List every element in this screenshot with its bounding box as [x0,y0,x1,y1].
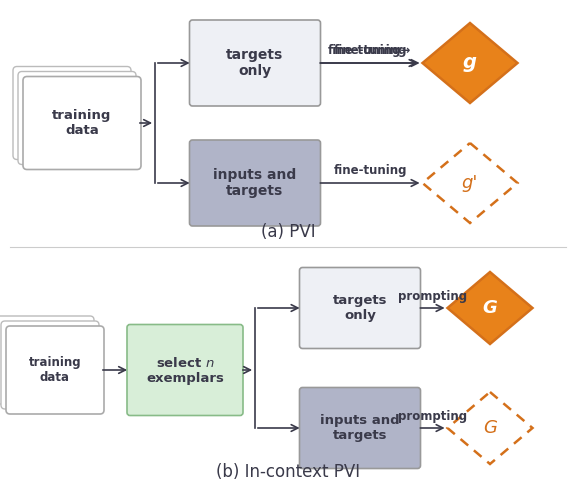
Text: training
data: training data [29,356,81,384]
FancyBboxPatch shape [0,316,94,404]
FancyBboxPatch shape [190,140,320,226]
Text: training
data: training data [52,109,112,137]
Polygon shape [423,143,517,223]
Text: prompting: prompting [398,410,467,423]
Text: fine-tuning: fine-tuning [334,164,407,177]
Text: inputs and
targets: inputs and targets [320,414,400,442]
Text: fine-tuning: fine-tuning [334,44,407,57]
Polygon shape [448,392,532,464]
Text: G: G [483,299,497,317]
Text: prompting: prompting [398,290,467,303]
FancyBboxPatch shape [1,321,99,409]
Text: (a) PVI: (a) PVI [261,223,315,241]
Text: targets
only: targets only [333,294,387,322]
Text: g': g' [462,174,478,192]
FancyBboxPatch shape [190,20,320,106]
FancyBboxPatch shape [300,267,420,348]
Polygon shape [448,272,532,344]
Text: fine-tuning→: fine-tuning→ [327,44,411,57]
Text: g: g [463,53,477,73]
FancyBboxPatch shape [18,72,136,165]
Text: select $n$
exemplars: select $n$ exemplars [146,356,224,384]
FancyBboxPatch shape [300,387,420,468]
FancyBboxPatch shape [23,77,141,169]
Text: targets
only: targets only [226,48,283,78]
Text: G: G [483,419,497,437]
FancyBboxPatch shape [6,326,104,414]
Polygon shape [423,23,517,103]
FancyBboxPatch shape [127,325,243,415]
Text: inputs and
targets: inputs and targets [213,168,297,198]
FancyBboxPatch shape [13,67,131,160]
Text: (b) In-context PVI: (b) In-context PVI [216,463,360,481]
